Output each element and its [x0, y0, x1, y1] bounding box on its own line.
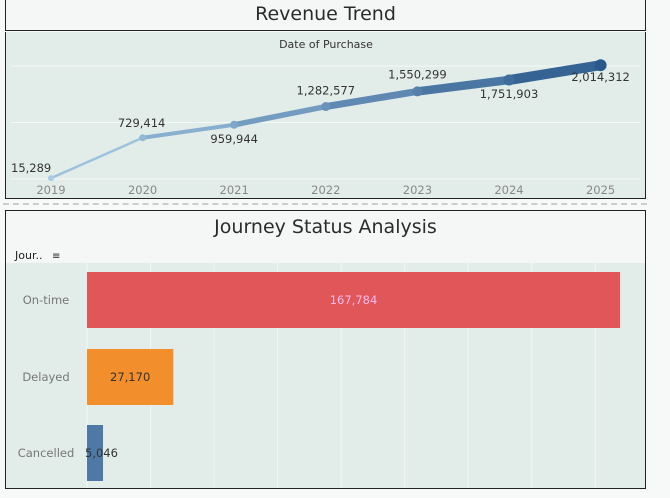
- bar-delayed: [87, 349, 174, 405]
- sort-icon[interactable]: ≡: [51, 251, 61, 262]
- data-label: 5,046: [85, 446, 118, 460]
- bar-cancelled: [87, 425, 104, 481]
- category-label: Delayed: [22, 370, 69, 384]
- journey-status-title: Journey Status Analysis: [5, 210, 646, 244]
- data-label: 2,014,312: [571, 70, 630, 84]
- journey-bar-chart: On-time 167,784 Delayed 27,170 Cancelled 5,04…: [6, 263, 660, 488]
- revenue-line-chart: Date of Purchase 15,289 2019 729,414 2020 95…: [6, 32, 645, 198]
- data-label: 1,751,903: [480, 87, 539, 101]
- data-label: 15,289: [11, 161, 51, 175]
- line-segment: [322, 87, 421, 111]
- data-label: 27,170: [110, 370, 150, 384]
- x-tick-label: 2019: [36, 183, 65, 197]
- data-point: [139, 134, 147, 142]
- x-tick-label: 2025: [586, 183, 615, 197]
- x-tick-label: 2021: [220, 183, 249, 197]
- x-tick-label: 2020: [128, 183, 157, 197]
- line-segment: [49, 136, 144, 180]
- line-segment: [413, 75, 514, 96]
- line-segment: [504, 60, 606, 86]
- x-tick-label: 2024: [494, 183, 523, 197]
- line-segment: [140, 122, 237, 140]
- plot-background: [6, 32, 645, 198]
- data-label: 729,414: [118, 116, 166, 130]
- data-label: 1,282,577: [297, 84, 356, 98]
- data-point: [412, 86, 423, 97]
- axis-header[interactable]: Jour.. ≡: [15, 249, 60, 262]
- data-label: 167,784: [330, 293, 378, 307]
- category-label: On-time: [23, 293, 69, 307]
- data-point: [321, 102, 331, 112]
- line-segment: [231, 103, 329, 128]
- data-label: 959,944: [210, 132, 258, 146]
- x-tick-label: 2023: [403, 183, 432, 197]
- revenue-trend-panel: Date of Purchase 15,289 2019 729,414 2020 95…: [5, 32, 646, 199]
- journey-status-panel: On-time 167,784 Delayed 27,170 Cancelled 5,04…: [5, 243, 660, 489]
- axis-header-label: Jour..: [15, 249, 43, 262]
- category-label: Cancelled: [18, 446, 75, 460]
- x-axis-title: Date of Purchase: [279, 38, 373, 51]
- bar-on-time: [87, 272, 620, 328]
- data-label: 1,550,299: [388, 67, 447, 81]
- data-point: [230, 120, 239, 129]
- divider: [3, 203, 647, 205]
- data-point: [503, 74, 515, 86]
- data-point: [48, 175, 54, 182]
- data-point: [594, 59, 607, 72]
- x-tick-label: 2022: [311, 183, 340, 197]
- revenue-trend-title: Revenue Trend: [5, 0, 646, 31]
